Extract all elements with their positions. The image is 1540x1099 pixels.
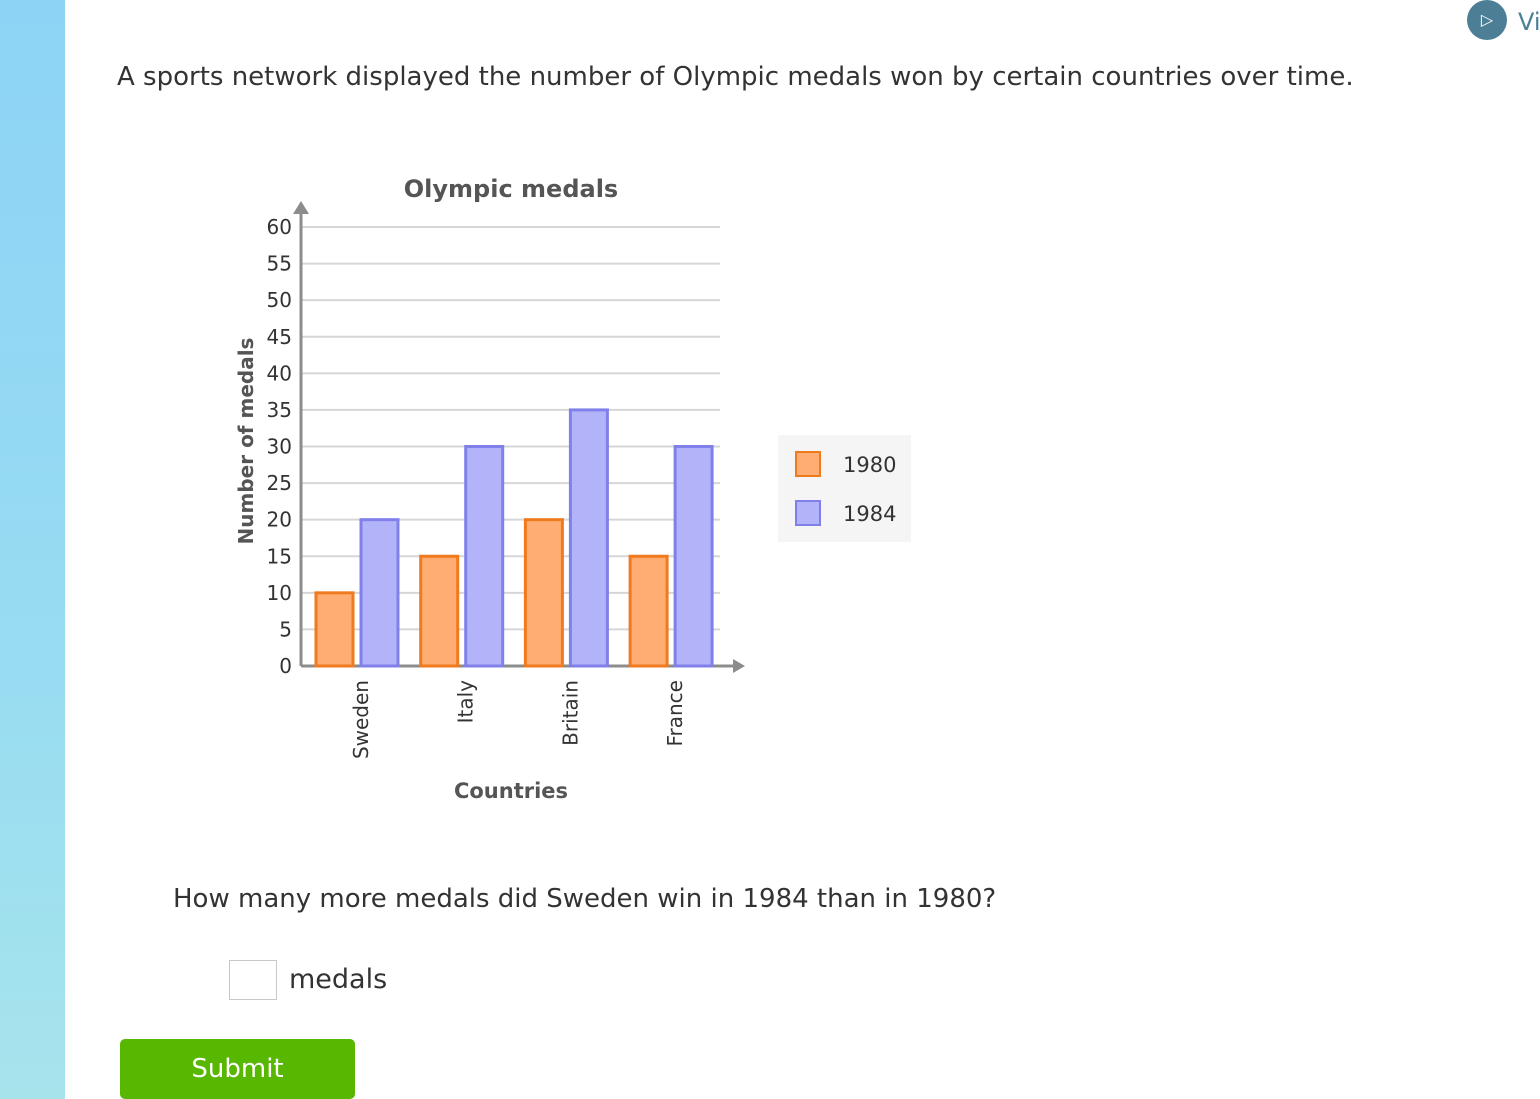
legend-swatch-1984	[795, 500, 821, 526]
y-axis-arrow	[293, 201, 309, 214]
y-tick-label: 5	[279, 617, 292, 641]
bar-france-1980	[628, 554, 669, 668]
problem-prompt: A sports network displayed the number of…	[117, 62, 1354, 92]
answer-input[interactable]	[229, 960, 277, 1000]
video-label[interactable]: Vi	[1518, 8, 1540, 36]
answer-unit-label: medals	[289, 964, 388, 995]
x-tick-label: Italy	[454, 680, 478, 724]
legend-swatch-1980	[795, 451, 821, 477]
bar-italy-1980	[419, 554, 460, 668]
bar-italy-1984	[464, 445, 505, 668]
y-axis-title: Number of medals	[234, 338, 258, 545]
question-text: How many more medals did Sweden win in 1…	[173, 884, 997, 914]
x-tick-label: Sweden	[349, 680, 373, 759]
y-tick-label: 35	[267, 398, 292, 422]
side-strip	[0, 0, 65, 1099]
y-tick-label: 25	[267, 471, 292, 495]
play-icon: ▷	[1480, 10, 1494, 29]
y-tick-label: 50	[267, 288, 292, 312]
x-tick-label: France	[663, 680, 687, 747]
x-axis-arrow	[733, 659, 745, 673]
y-tick-label: 55	[267, 252, 292, 276]
y-tick-label: 15	[267, 544, 292, 568]
bar-france-1984	[673, 445, 714, 668]
bar-sweden-1984	[359, 518, 400, 668]
x-axis-title: Countries	[454, 779, 568, 803]
chart-title: Olympic medals	[404, 175, 618, 203]
legend-label-1980: 1980	[843, 453, 896, 477]
bar-britain-1980	[523, 518, 564, 668]
y-tick-label: 40	[267, 361, 292, 385]
y-tick-label: 30	[267, 435, 292, 459]
play-video-button[interactable]: ▷	[1467, 0, 1507, 40]
y-tick-label: 60	[267, 215, 292, 239]
legend-label-1984: 1984	[843, 502, 896, 526]
y-tick-label: 45	[267, 325, 292, 349]
submit-button[interactable]: Submit	[120, 1039, 355, 1099]
y-tick-label: 10	[267, 581, 292, 605]
y-tick-label: 0	[279, 654, 292, 678]
y-tick-label: 20	[267, 508, 292, 532]
x-tick-label: Britain	[558, 680, 582, 746]
bar-britain-1984	[568, 408, 609, 668]
bar-sweden-1980	[314, 591, 355, 668]
